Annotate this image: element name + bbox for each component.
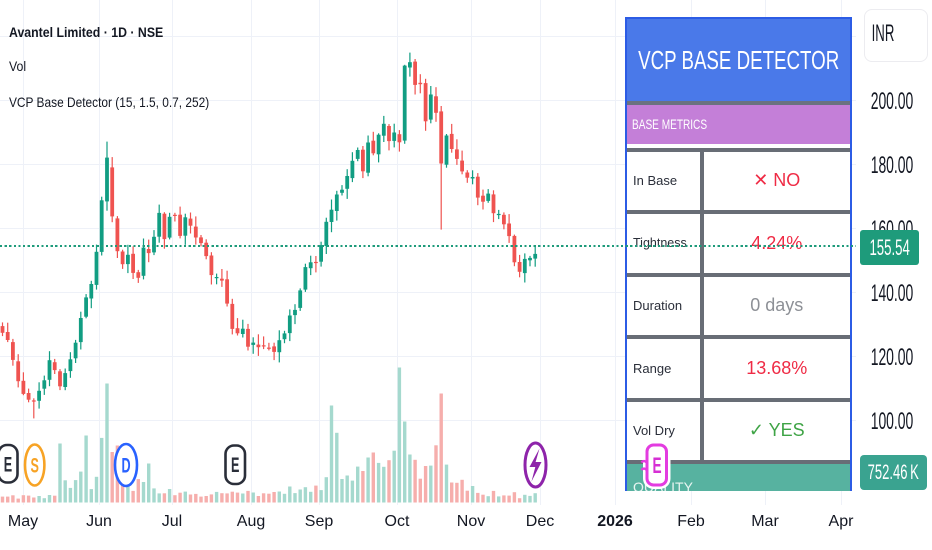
svg-text:E: E <box>231 453 239 477</box>
svg-text:S: S <box>30 453 38 477</box>
svg-text:D: D <box>121 453 130 477</box>
svg-text:E: E <box>4 452 12 476</box>
svg-text:E: E <box>652 453 661 478</box>
